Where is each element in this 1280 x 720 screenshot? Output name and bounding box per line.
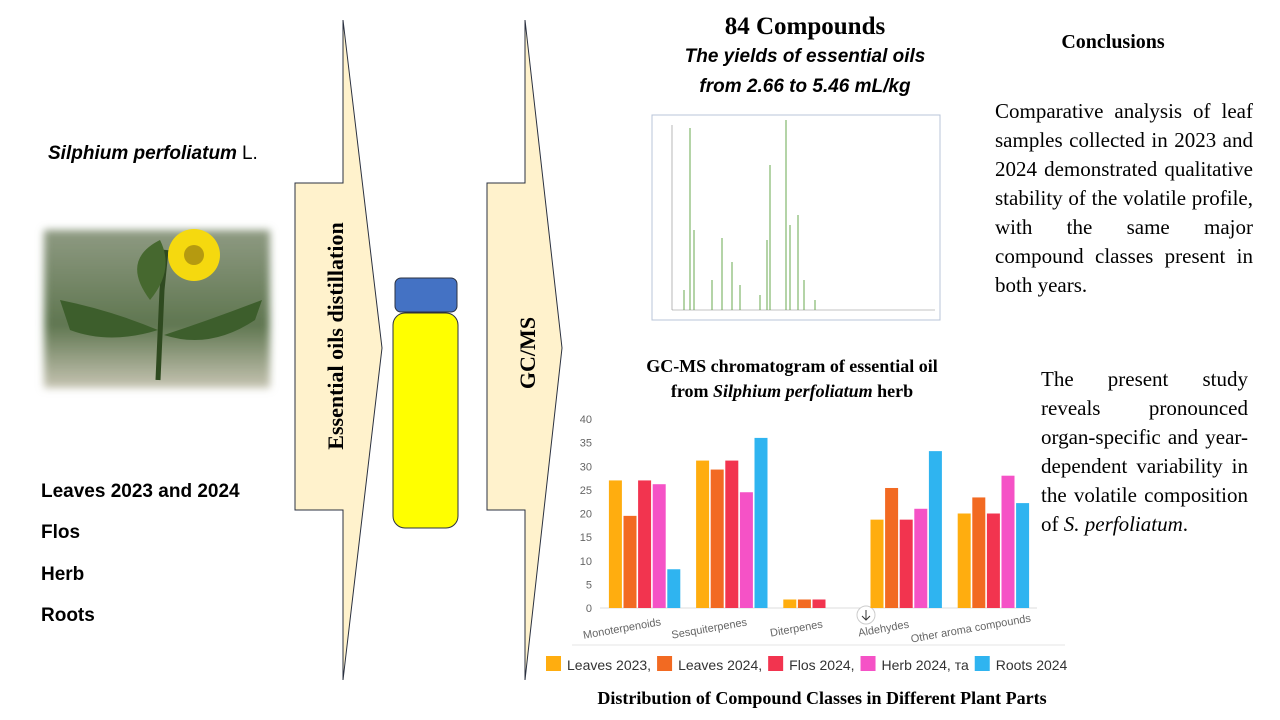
x-tick-label: Sesquiterpenes (671, 616, 749, 641)
conclusions-title: Conclusions (1061, 31, 1165, 53)
y-tick-label: 15 (580, 532, 592, 544)
bar (638, 480, 652, 608)
species-author: L. (242, 143, 258, 164)
legend-label: Herb 2024, та (882, 657, 969, 673)
conclusion-paragraph: Comparative analysis of leaf samples col… (995, 99, 1253, 297)
y-tick-label: 30 (580, 461, 592, 473)
y-tick-label: 40 (580, 414, 592, 426)
bar (623, 515, 637, 608)
y-tick-label: 0 (586, 603, 592, 615)
yield: The yields of essential oils (685, 46, 926, 67)
chart: 0 5 10 15 20 25 30 35 40 Monoterpenoids Sesquiterp… (546, 414, 1068, 673)
chromatogram-caption: from Silphium perfoliatum herb (671, 381, 913, 401)
material: Herb (41, 564, 84, 585)
y-tick-label: 20 (580, 509, 592, 521)
caption-species: Silphium perfoliatum (713, 381, 873, 401)
bar (797, 599, 811, 608)
legend-swatch (657, 656, 673, 671)
x-tick-label: Monoterpenoids (582, 616, 662, 642)
step-label: Essential oils distillation (323, 222, 348, 449)
caption-part: from (671, 381, 713, 401)
material: Flos (41, 522, 80, 543)
bar (1001, 475, 1015, 608)
vial-body (392, 312, 459, 529)
chart-title: Distribution of Compound Classes in Diff… (597, 688, 1046, 708)
y-tick-label: 25 (580, 485, 592, 497)
bar (885, 487, 899, 608)
legend-swatch (546, 656, 561, 671)
legend-swatch (768, 656, 784, 671)
bar (986, 513, 1000, 608)
material: Roots (41, 605, 95, 626)
bar (870, 519, 884, 608)
species: Silphium perfoliatum L. (48, 143, 258, 164)
legend-swatch (860, 656, 876, 671)
bar (652, 484, 666, 608)
bar (739, 492, 753, 608)
bar (812, 599, 826, 608)
bar (972, 497, 986, 608)
bar (710, 469, 724, 608)
y-tick-label: 5 (586, 579, 592, 591)
vial-cap (394, 277, 458, 313)
material: Leaves 2023 and 2024 (41, 481, 240, 502)
bar (899, 519, 913, 608)
bar (667, 569, 681, 608)
y-tick-label: 35 (580, 438, 592, 450)
bar (914, 508, 928, 608)
plant-photo (44, 229, 270, 388)
y-tick-label: 10 (580, 556, 592, 568)
gcms-arrow (486, 19, 563, 681)
legend-label: Leaves 2023, (567, 657, 651, 673)
bar (1016, 503, 1030, 608)
compounds: 84 Compounds (725, 13, 886, 40)
species-abbrev: S. perfoliatum (1063, 512, 1183, 536)
text: . (1182, 512, 1188, 536)
conclusion-paragraph: The present study reveals pronounced org… (1041, 365, 1248, 539)
bar (725, 460, 739, 608)
legend-label: Flos 2024, (789, 657, 854, 673)
bar (783, 599, 797, 608)
text: The present study reveals pronounced org… (1041, 367, 1248, 536)
bar (608, 480, 622, 608)
yield: from 2.66 to 5.46 mL/kg (699, 76, 911, 97)
legend-label: Leaves 2024, (678, 657, 762, 673)
distillation-arrow (294, 19, 383, 681)
bar (928, 451, 942, 608)
legend-label: Roots 2024 (996, 657, 1068, 673)
scroll-icon-arrow (861, 610, 871, 621)
x-tick-label: Diterpenes (769, 618, 824, 639)
step-label: GC/MS (515, 317, 540, 389)
bar (957, 513, 971, 608)
chromatogram-image (651, 114, 941, 321)
bar (696, 460, 710, 608)
caption-part: herb (873, 381, 914, 401)
species-name: Silphium perfoliatum (48, 143, 237, 164)
bar (754, 437, 768, 608)
chromatogram-caption: GC-MS chromatogram of essential oil (646, 356, 938, 376)
x-tick-label: Other aroma compounds (910, 612, 1032, 645)
legend-swatch (974, 656, 990, 671)
